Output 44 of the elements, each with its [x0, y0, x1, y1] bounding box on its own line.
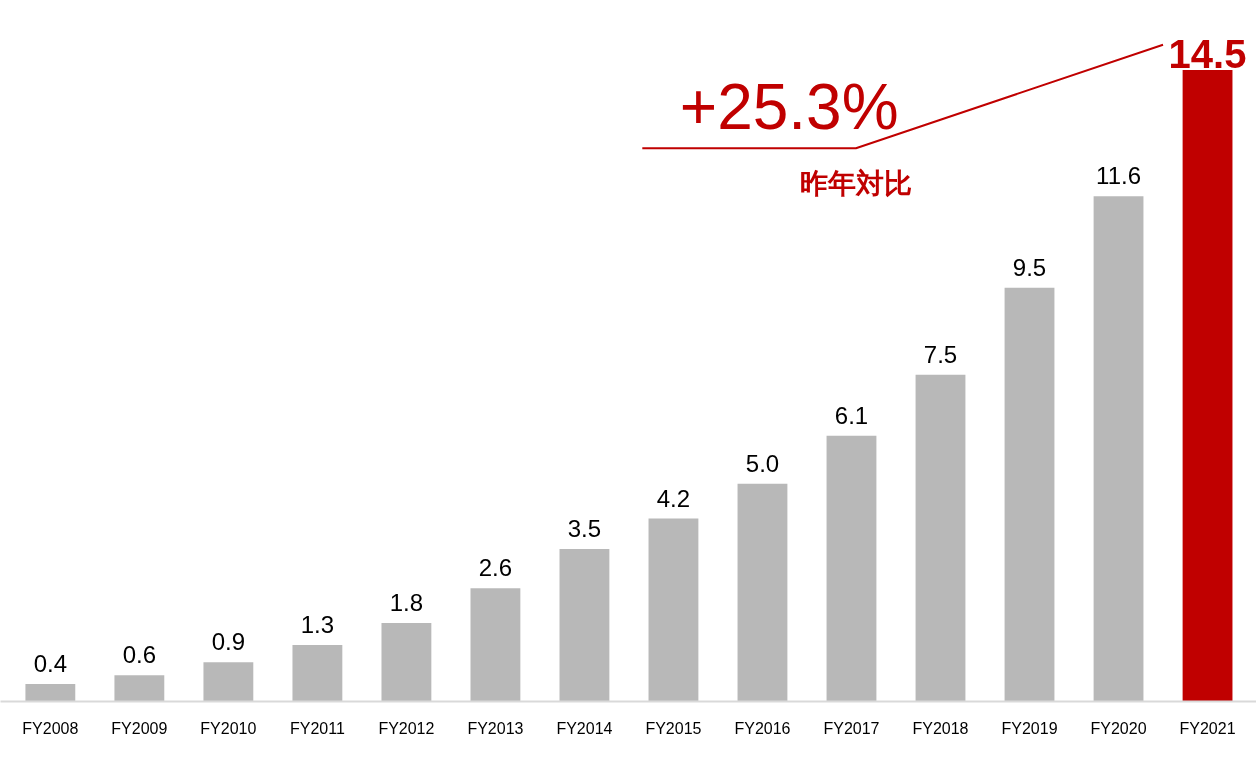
bar — [381, 623, 432, 702]
data-label: 7.5 — [923, 340, 958, 368]
data-label: 9.5 — [1012, 253, 1047, 281]
bar — [25, 684, 76, 702]
data-label: 1.8 — [389, 589, 424, 617]
data-label: 4.2 — [656, 484, 691, 512]
bar — [559, 549, 610, 702]
bar — [470, 588, 521, 702]
bar — [1004, 287, 1055, 702]
bar — [737, 483, 788, 702]
x-tick-label: FY2019 — [1001, 719, 1058, 737]
bar — [826, 435, 877, 702]
bar — [1182, 69, 1233, 702]
bar — [114, 675, 165, 702]
x-tick-label: FY2016 — [734, 719, 791, 737]
x-tick-label: FY2018 — [912, 719, 969, 737]
x-tick-label: FY2014 — [556, 719, 613, 737]
data-label: 3.5 — [567, 515, 602, 543]
bar — [292, 644, 343, 702]
annotation: +25.3% — [679, 70, 899, 143]
x-tick-label: FY2013 — [467, 719, 524, 737]
data-label: 0.4 — [33, 650, 68, 678]
data-label: 6.1 — [834, 401, 869, 429]
x-tick-label: FY2009 — [111, 719, 168, 737]
x-tick-label: FY2011 — [289, 719, 345, 737]
data-label: 1.3 — [300, 610, 335, 638]
data-label: 11.6 — [1096, 162, 1141, 190]
x-tick-label: FY2008 — [22, 719, 79, 737]
data-label: 5.0 — [745, 449, 780, 477]
bar — [203, 662, 254, 702]
x-tick-label: FY2015 — [645, 719, 702, 737]
x-tick-label: FY2021 — [1179, 719, 1236, 737]
data-label: 14.5 — [1168, 31, 1247, 76]
bar — [1093, 196, 1144, 702]
bar — [648, 518, 699, 702]
x-tick-label: FY2010 — [200, 719, 257, 737]
annotation: 昨年対比 — [799, 168, 912, 200]
x-tick-label: FY2017 — [823, 719, 880, 737]
data-label: 0.9 — [211, 628, 246, 656]
data-label: 2.6 — [478, 554, 513, 582]
bar — [915, 374, 966, 702]
data-label: 0.6 — [122, 641, 157, 669]
x-tick-label: FY2012 — [378, 719, 435, 737]
x-tick-label: FY2020 — [1090, 719, 1147, 737]
